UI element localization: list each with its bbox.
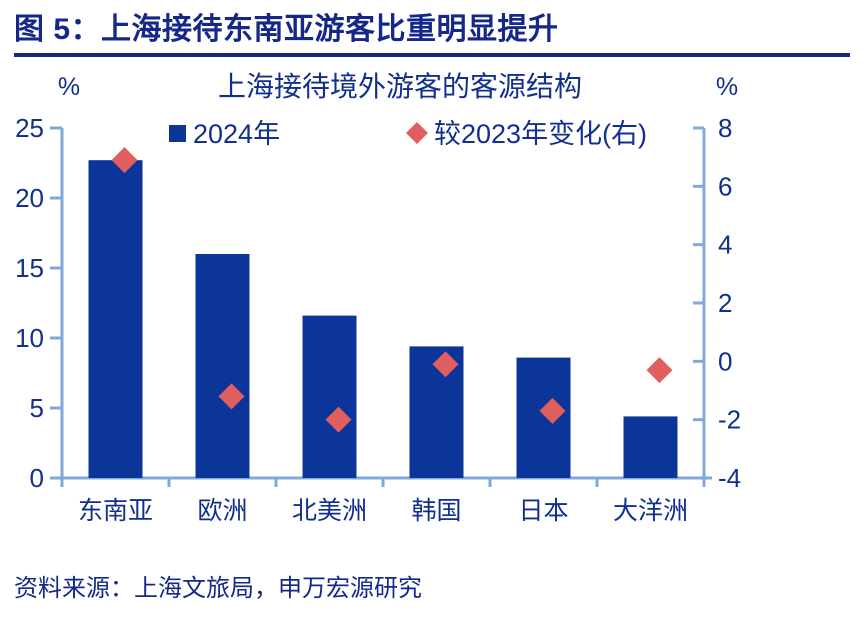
left-tick-label: 5 — [30, 393, 44, 423]
legend-diamond-swatch — [406, 122, 428, 144]
left-axis-unit: % — [58, 73, 80, 101]
diamond-大洋洲 — [646, 357, 673, 384]
left-tick-label: 15 — [15, 253, 44, 283]
left-tick-label: 20 — [15, 183, 44, 213]
tourism-source-chart: % 上海接待境外游客的客源结构 %2024年 较2023年变化(右)051015202… — [15, 71, 741, 525]
right-tick-label: 4 — [718, 230, 732, 260]
left-tick-label: 10 — [15, 323, 44, 353]
right-tick-label: -2 — [718, 405, 741, 435]
legend-bar-swatch — [169, 125, 186, 142]
diamond-韩国 — [432, 351, 459, 378]
figure-header: 图 5：上海接待东南亚游客比重明显提升 — [0, 0, 864, 57]
category-label: 欧洲 — [197, 497, 247, 525]
right-axis-unit: % — [716, 73, 738, 101]
category-label: 大洋洲 — [613, 497, 688, 525]
right-tick-label: 8 — [718, 113, 732, 143]
bar-北美洲 — [302, 315, 357, 478]
right-tick-label: 6 — [718, 171, 732, 201]
category-label: 东南亚 — [78, 497, 153, 525]
right-tick-label: -4 — [718, 463, 741, 493]
diamond-日本 — [539, 397, 566, 424]
left-tick-label: 25 — [15, 113, 44, 143]
bar-欧洲 — [195, 254, 250, 478]
left-tick-label: 0 — [30, 463, 44, 493]
bar-韩国 — [409, 346, 464, 478]
diamond-北美洲 — [325, 406, 352, 433]
figure-title: 图 5：上海接待东南亚游客比重明显提升 — [14, 13, 559, 46]
legend-diamond-label: 较2023年变化(右) — [434, 119, 647, 149]
title-underline — [14, 53, 850, 57]
category-label: 日本 — [518, 497, 568, 525]
category-label: 韩国 — [411, 497, 461, 525]
diamond-欧洲 — [218, 383, 245, 410]
chart-figure: % 上海接待境外游客的客源结构% 2024年 较2023年变化(右) 0 5 10 15 20 2… — [0, 57, 864, 566]
legend-bar-label: 2024年 — [193, 119, 280, 149]
right-tick-label: 2 — [718, 288, 732, 318]
category-label: 北美洲 — [292, 497, 367, 525]
chart-title: 上海接待境外游客的客源结构 — [218, 71, 582, 102]
bar-日本 — [516, 357, 571, 478]
figure-footer: 资料来源：上海文旅局，申万宏源研究 — [0, 566, 864, 603]
diamond-东南亚 — [111, 147, 138, 174]
bar-东南亚 — [88, 160, 143, 478]
bar-大洋洲 — [623, 416, 678, 478]
right-tick-label: 0 — [718, 346, 732, 376]
source-note: 资料来源：上海文旅局，申万宏源研究 — [14, 575, 422, 602]
